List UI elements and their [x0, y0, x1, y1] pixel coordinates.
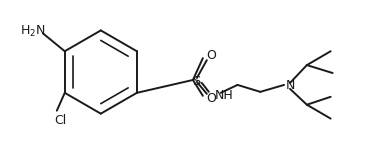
Text: NH: NH	[215, 89, 234, 102]
Text: N: N	[286, 79, 295, 92]
Text: O: O	[206, 49, 216, 62]
Text: O: O	[206, 92, 216, 105]
Text: H$_2$N: H$_2$N	[20, 24, 46, 39]
Text: S: S	[192, 76, 200, 88]
Text: Cl: Cl	[55, 114, 67, 127]
